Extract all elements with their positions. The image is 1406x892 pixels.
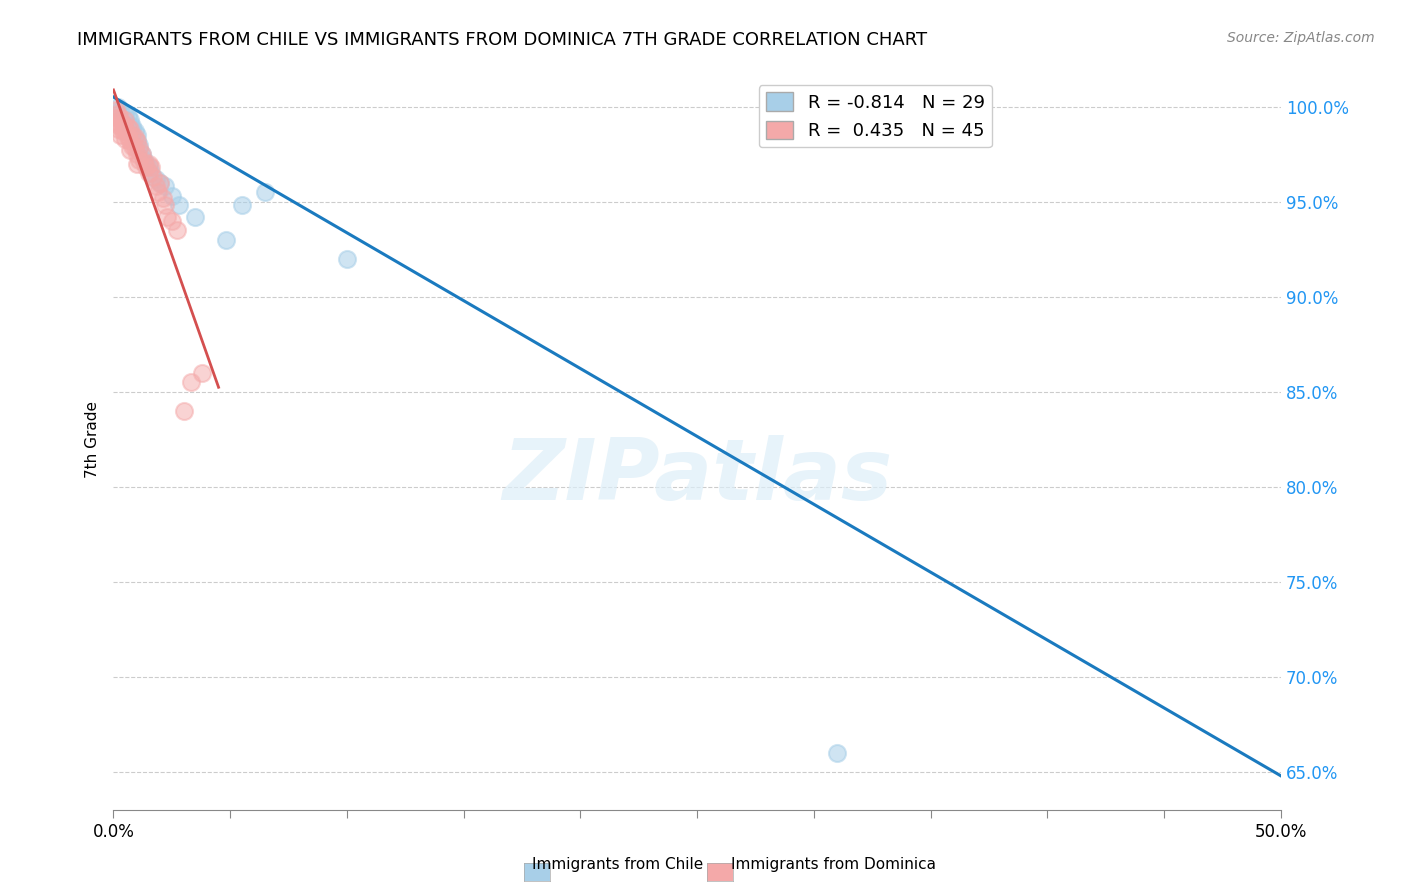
Point: [118, 112, 141, 127]
Point: [121, 128, 143, 142]
Point: [110, 119, 132, 133]
Point: [107, 99, 129, 113]
Point: [145, 171, 167, 186]
Point: [107, 107, 129, 121]
Text: Immigrants from Dominica: Immigrants from Dominica: [731, 857, 936, 872]
Point: [153, 198, 176, 212]
Text: IMMIGRANTS FROM CHILE VS IMMIGRANTS FROM DOMINICA 7TH GRADE CORRELATION CHART: IMMIGRANTS FROM CHILE VS IMMIGRANTS FROM…: [77, 31, 928, 49]
Point: [125, 147, 148, 161]
Point: [145, 179, 167, 194]
Point: [138, 166, 160, 180]
Point: [111, 124, 134, 138]
Point: [118, 134, 141, 148]
Point: [125, 156, 148, 170]
Point: [160, 213, 183, 227]
Point: [125, 134, 148, 148]
Point: [114, 112, 136, 127]
Point: [254, 185, 277, 199]
Point: [166, 223, 188, 237]
Point: [131, 147, 153, 161]
Point: [138, 156, 160, 170]
Point: [156, 210, 179, 224]
Point: [107, 115, 129, 129]
Point: [173, 404, 195, 418]
Point: [111, 117, 134, 131]
Point: [135, 161, 157, 175]
Y-axis label: 7th Grade: 7th Grade: [86, 401, 100, 478]
Point: [118, 119, 141, 133]
Text: Immigrants from Chile: Immigrants from Chile: [531, 857, 703, 872]
Point: [152, 191, 174, 205]
Point: [121, 119, 143, 133]
Point: [231, 198, 253, 212]
Text: ZIPatlas: ZIPatlas: [502, 435, 893, 518]
Point: [135, 156, 157, 170]
Point: [121, 122, 143, 136]
Point: [827, 746, 849, 760]
Point: [104, 103, 127, 118]
Point: [336, 252, 359, 266]
Point: [138, 161, 160, 175]
Point: [107, 122, 129, 136]
Point: [128, 141, 150, 155]
Point: [146, 185, 169, 199]
Point: [110, 111, 132, 125]
Point: [118, 143, 141, 157]
Point: [132, 153, 155, 167]
Point: [180, 376, 202, 390]
Point: [139, 161, 162, 175]
Point: [128, 153, 150, 167]
Point: [128, 137, 150, 152]
Point: [149, 176, 172, 190]
Point: [110, 103, 132, 118]
Point: [117, 120, 139, 135]
Point: [124, 130, 146, 145]
Point: [160, 189, 183, 203]
Point: [114, 132, 136, 146]
Point: [125, 128, 148, 142]
Point: [125, 134, 148, 148]
Point: [118, 122, 141, 136]
Point: [114, 107, 136, 121]
Point: [121, 139, 143, 153]
Point: [117, 130, 139, 145]
Point: [184, 210, 207, 224]
Point: [139, 166, 162, 180]
Point: [142, 169, 165, 184]
Point: [124, 124, 146, 138]
Point: [153, 179, 176, 194]
Point: [124, 141, 146, 155]
Point: [128, 143, 150, 157]
Point: [167, 198, 190, 212]
Point: [114, 122, 136, 136]
Legend: R = -0.814   N = 29, R =  0.435   N = 45: R = -0.814 N = 29, R = 0.435 N = 45: [759, 85, 991, 147]
Point: [132, 154, 155, 169]
Point: [214, 233, 236, 247]
Point: [131, 147, 153, 161]
Point: [104, 111, 127, 125]
Point: [149, 176, 172, 190]
Point: [117, 109, 139, 123]
Point: [110, 128, 132, 142]
Point: [191, 366, 214, 380]
Text: Source: ZipAtlas.com: Source: ZipAtlas.com: [1227, 31, 1375, 45]
